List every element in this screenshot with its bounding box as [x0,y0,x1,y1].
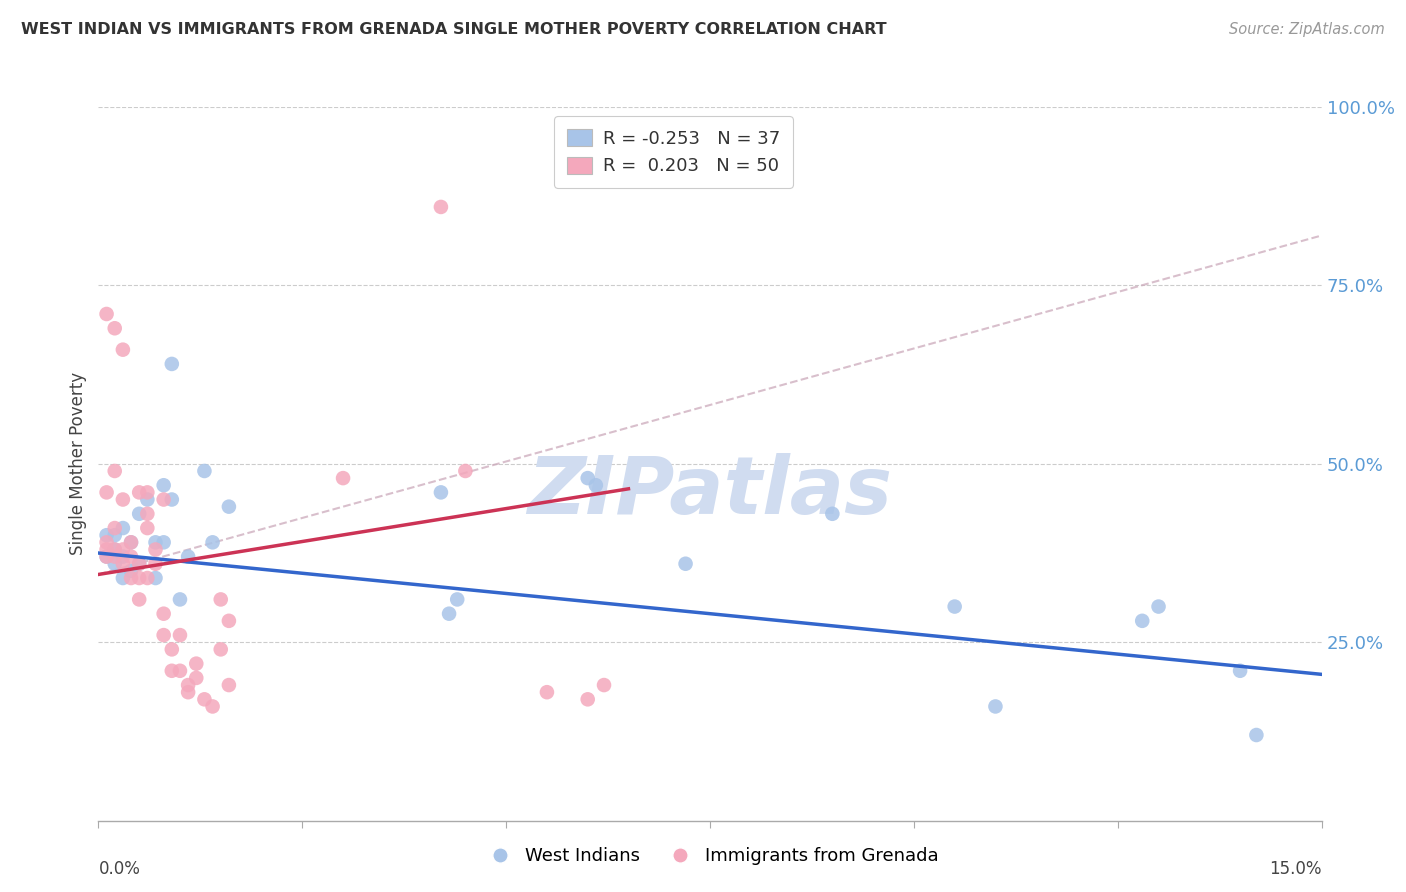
Point [96,535,118,549]
Point [104,321,127,335]
Point [675,557,697,571]
Point [111,571,134,585]
Point [1246,728,1268,742]
Point [136,521,159,535]
Point [446,592,468,607]
Point [128,592,150,607]
Point [145,571,167,585]
Point [152,607,174,621]
Point [145,535,167,549]
Point [128,557,150,571]
Point [96,542,118,557]
Point [145,542,167,557]
Point [186,671,208,685]
Point [96,549,118,564]
Point [120,535,142,549]
Point [201,535,224,549]
Point [136,507,159,521]
Text: 15.0%: 15.0% [1270,860,1322,878]
Point [177,685,200,699]
Point [186,657,208,671]
Point [160,642,183,657]
Point [169,592,191,607]
Point [104,542,127,557]
Point [96,528,118,542]
Point [96,485,118,500]
Point [111,549,134,564]
Point [593,678,616,692]
Point [96,307,118,321]
Point [218,500,240,514]
Point [177,678,200,692]
Point [160,357,183,371]
Text: WEST INDIAN VS IMMIGRANTS FROM GRENADA SINGLE MOTHER POVERTY CORRELATION CHART: WEST INDIAN VS IMMIGRANTS FROM GRENADA S… [21,22,887,37]
Point [152,628,174,642]
Point [943,599,966,614]
Point [145,557,167,571]
Point [193,464,215,478]
Point [160,664,183,678]
Point [821,507,844,521]
Point [201,699,224,714]
Y-axis label: Single Mother Poverty: Single Mother Poverty [69,372,87,556]
Point [96,549,118,564]
Point [576,692,599,706]
Point [111,557,134,571]
Point [136,485,159,500]
Legend: West Indians, Immigrants from Grenada: West Indians, Immigrants from Grenada [474,840,946,872]
Point [209,642,232,657]
Point [160,492,183,507]
Point [1147,599,1170,614]
Point [177,549,200,564]
Point [136,571,159,585]
Text: ZIPatlas: ZIPatlas [527,453,893,532]
Point [128,571,150,585]
Point [152,478,174,492]
Point [104,542,127,557]
Point [104,464,127,478]
Point [128,507,150,521]
Point [218,678,240,692]
Point [104,557,127,571]
Point [209,592,232,607]
Point [576,471,599,485]
Point [430,200,453,214]
Point [120,571,142,585]
Point [437,607,460,621]
Point [193,692,215,706]
Point [1130,614,1153,628]
Point [111,521,134,535]
Point [128,557,150,571]
Point [218,614,240,628]
Point [128,485,150,500]
Point [104,521,127,535]
Point [169,664,191,678]
Point [332,471,354,485]
Text: 0.0%: 0.0% [98,860,141,878]
Point [111,542,134,557]
Point [136,492,159,507]
Point [120,549,142,564]
Point [984,699,1007,714]
Point [111,343,134,357]
Point [120,535,142,549]
Point [111,492,134,507]
Point [585,478,607,492]
Point [169,628,191,642]
Point [104,528,127,542]
Point [152,492,174,507]
Point [120,564,142,578]
Point [536,685,558,699]
Point [152,535,174,549]
Point [430,485,453,500]
Point [1229,664,1251,678]
Text: Source: ZipAtlas.com: Source: ZipAtlas.com [1229,22,1385,37]
Point [454,464,477,478]
Point [104,549,127,564]
